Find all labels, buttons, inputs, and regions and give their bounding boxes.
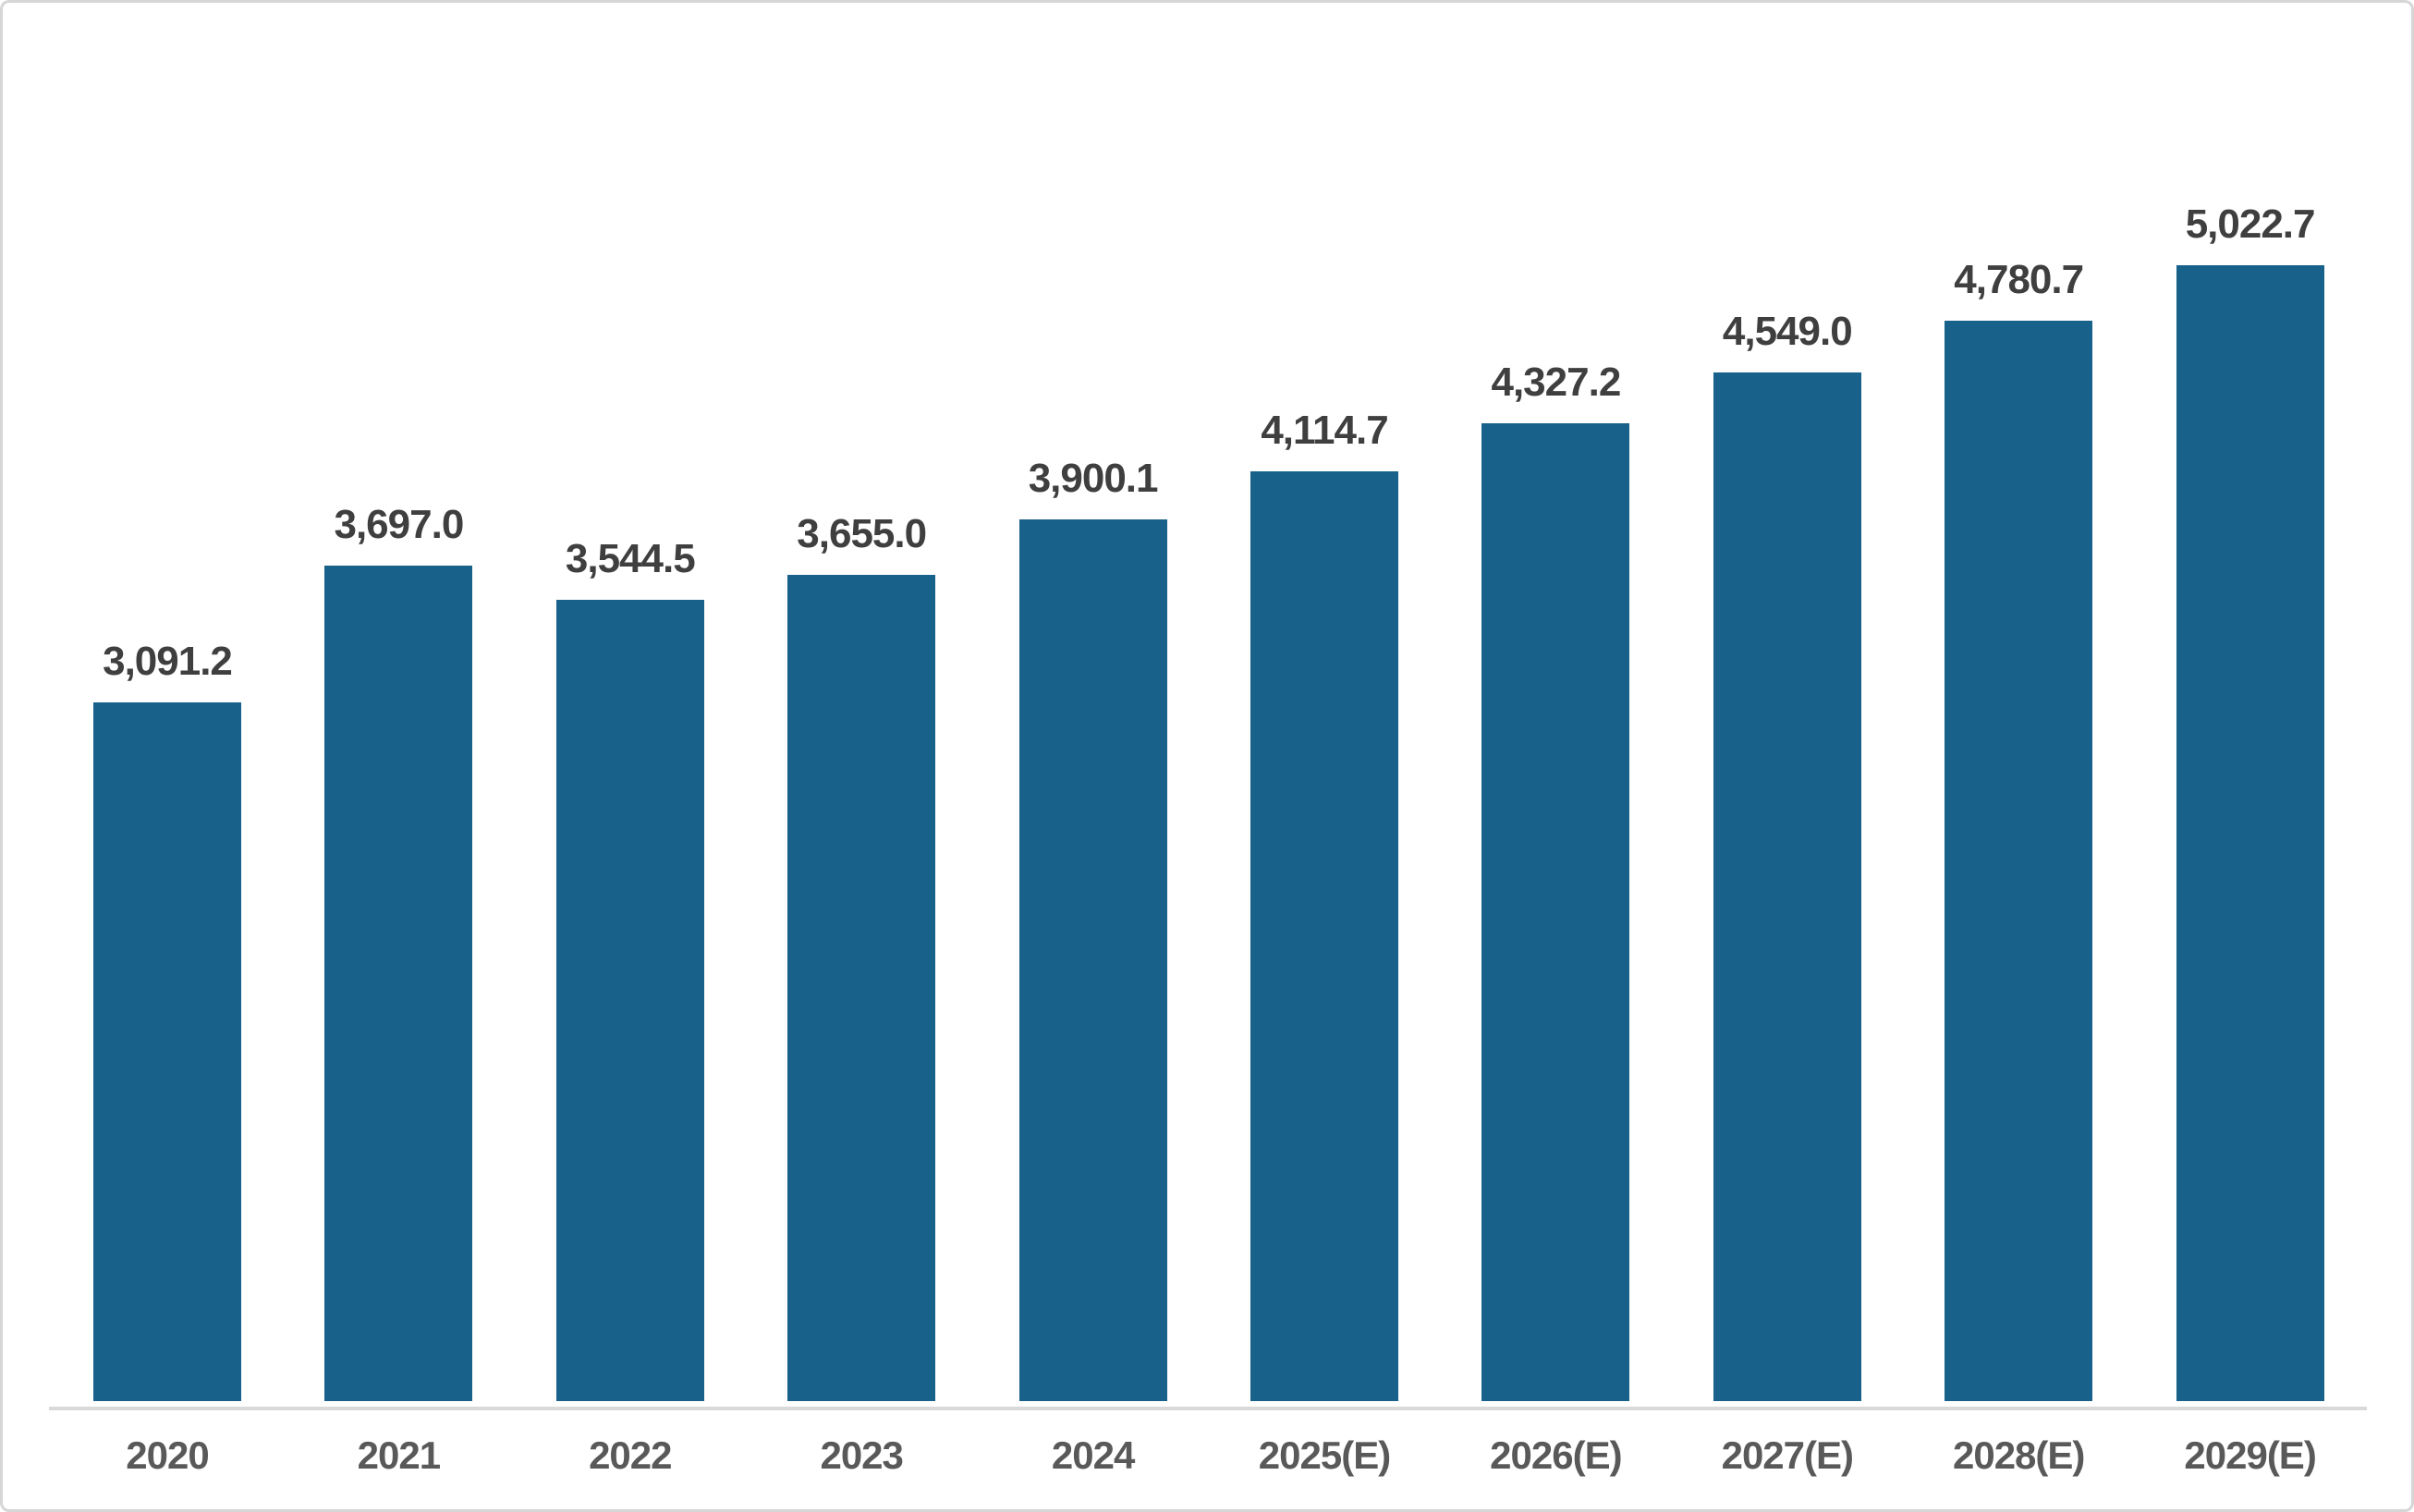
x-axis-line — [49, 1407, 2367, 1410]
x-axis-tick-label: 2024 — [1051, 1433, 1135, 1477]
bar-value-label: 3,091.2 — [103, 639, 233, 684]
bar-value-label: 3,544.5 — [565, 536, 696, 581]
bar-value-label: 3,697.0 — [334, 502, 464, 547]
bar-value-label: 4,327.2 — [1491, 360, 1621, 405]
bar-value-label: 3,900.1 — [1028, 456, 1159, 501]
bar — [1018, 519, 1167, 1401]
bar-value-label: 3,655.0 — [797, 511, 927, 556]
x-axis-tick-label: 2028(E) — [1952, 1433, 2085, 1477]
bar-value-label: 5,022.7 — [2185, 201, 2316, 247]
x-axis-tick-label: 2022 — [589, 1433, 672, 1477]
bar — [1250, 471, 1398, 1401]
bar — [324, 566, 473, 1401]
x-axis-tick-label: 2020 — [126, 1433, 209, 1477]
x-axis-tick-label: 2027(E) — [1721, 1433, 1854, 1477]
bar — [1481, 423, 1630, 1401]
bar — [1945, 321, 2093, 1401]
x-axis-tick-label: 2026(E) — [1490, 1433, 1622, 1477]
x-axis-tick-label: 2029(E) — [2184, 1433, 2316, 1477]
bar — [555, 600, 704, 1401]
x-axis-tick-label: 2023 — [820, 1433, 903, 1477]
bar-value-label: 4,780.7 — [1954, 257, 2084, 302]
x-axis-tick-label: 2021 — [357, 1433, 441, 1477]
bar — [787, 575, 936, 1401]
x-axis-tick-label: 2025(E) — [1258, 1433, 1391, 1477]
bar-chart: 3,091.2 3,697.0 3,544.5 3,655.0 3,900.1 4,114… — [3, 3, 2411, 1509]
bar — [1713, 372, 1861, 1401]
bar-value-label: 4,114.7 — [1261, 408, 1388, 453]
bar-value-label: 4,549.0 — [1722, 309, 1853, 354]
bar — [93, 702, 241, 1401]
bar — [2176, 265, 2324, 1401]
